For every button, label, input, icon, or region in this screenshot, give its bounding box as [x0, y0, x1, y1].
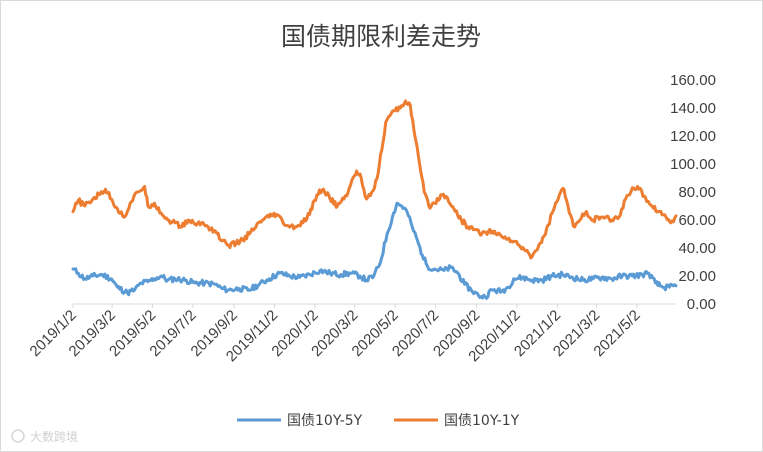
series-line-2 — [71, 99, 678, 260]
chart-title: 国债期限利差走势 — [281, 22, 481, 51]
watermark: 大数跨境 — [11, 429, 78, 444]
y-axis-ticks: 0.00 20.00 40.00 60.00 80.00 100.00 120.00 140.… — [670, 72, 716, 313]
series-layer — [71, 99, 678, 300]
y-tick-label: 160.00 — [670, 72, 716, 89]
y-tick-label: 140.00 — [670, 100, 716, 117]
y-tick-label: 0.00 — [687, 296, 716, 313]
watermark-logo-icon — [11, 429, 25, 443]
chart-legend: 国债10Y-5Y 国债10Y-1Y — [237, 413, 520, 429]
y-tick-label: 20.00 — [678, 268, 716, 285]
legend-label-1: 国债10Y-5Y — [287, 413, 363, 429]
y-tick-label: 80.00 — [678, 184, 716, 201]
y-tick-label: 60.00 — [678, 212, 716, 229]
y-tick-label: 100.00 — [670, 156, 716, 173]
watermark-text: 大数跨境 — [30, 429, 78, 444]
legend-label-2: 国债10Y-1Y — [444, 413, 520, 429]
series-line-1 — [71, 201, 678, 300]
x-axis-ticks: 2019/1/22019/3/22019/5/22019/7/22019/9/2… — [27, 304, 644, 365]
y-tick-label: 120.00 — [670, 128, 716, 145]
y-tick-label: 40.00 — [678, 240, 716, 257]
